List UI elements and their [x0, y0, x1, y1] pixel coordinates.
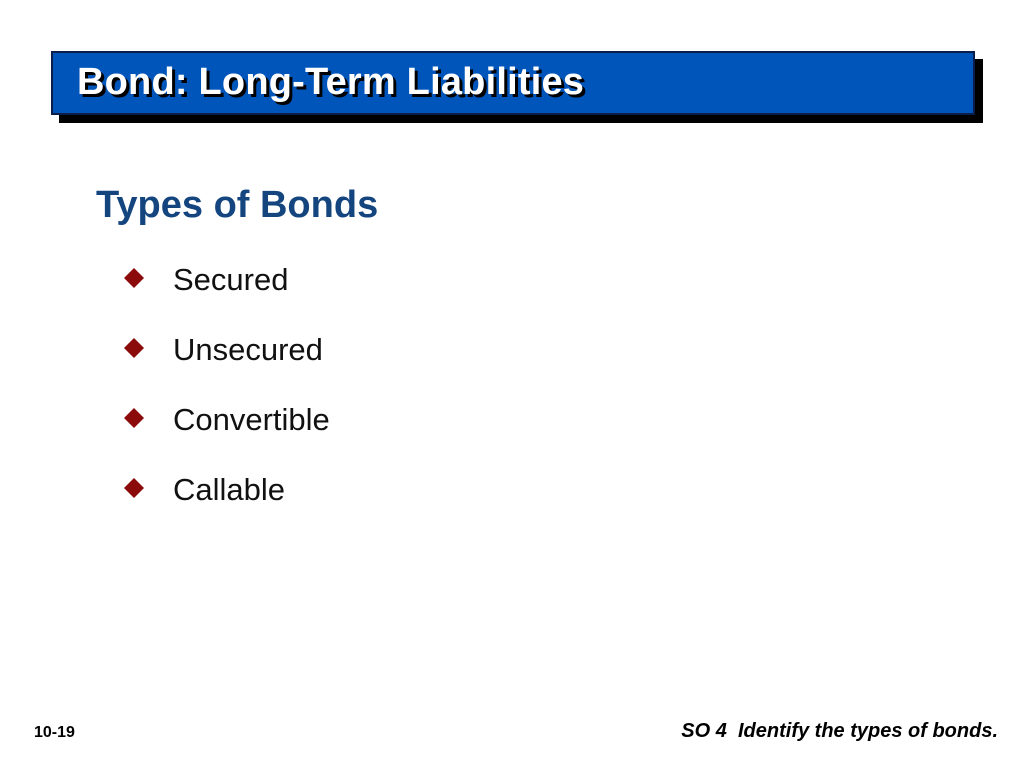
diamond-bullet-icon: [124, 268, 144, 288]
bullet-list: Secured Unsecured Convertible Callable: [124, 258, 330, 538]
diamond-bullet-icon: [124, 478, 144, 498]
bullet-label: Callable: [173, 472, 286, 507]
subheading: Types of Bonds: [96, 184, 379, 226]
diamond-bullet-icon: [124, 408, 144, 428]
slide-title: Bond: Long-Term Liabilities: [77, 61, 585, 103]
bullet-label: Secured: [173, 262, 289, 297]
list-item: Unsecured: [124, 328, 330, 398]
bullet-label: Convertible: [173, 402, 330, 437]
list-item: Secured: [124, 258, 330, 328]
list-item: Convertible: [124, 398, 330, 468]
bullet-label: Unsecured: [173, 332, 323, 367]
title-bar: Bond: Long-Term Liabilities: [51, 51, 975, 115]
list-item: Callable: [124, 468, 330, 538]
page-number: 10-19: [34, 724, 75, 741]
footer-objective-note: SO 4 Identify the types of bonds.: [681, 720, 998, 742]
diamond-bullet-icon: [124, 338, 144, 358]
